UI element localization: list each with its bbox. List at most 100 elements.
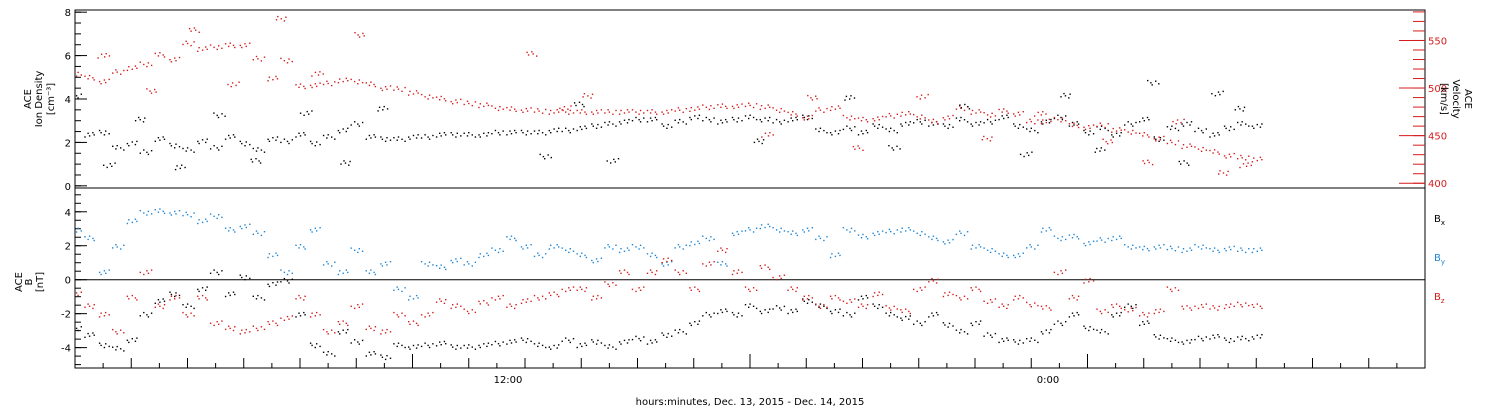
by-point	[604, 247, 606, 249]
bx-point	[491, 344, 493, 346]
ion-density-point	[690, 118, 692, 121]
ion-density-point	[1230, 126, 1232, 128]
bx-point	[1034, 339, 1036, 341]
velocity-point	[1251, 161, 1254, 163]
bx-point	[866, 297, 869, 299]
bx-point	[944, 324, 946, 326]
ion-density-point	[157, 137, 160, 139]
ion-density-point	[550, 132, 552, 134]
bx-point	[1139, 324, 1141, 327]
ion-density-point	[960, 116, 962, 119]
bz-point	[1029, 304, 1031, 306]
ion-density-point	[811, 117, 813, 120]
by-point	[978, 244, 980, 246]
bz-point	[1083, 282, 1085, 284]
ion-density-point	[581, 128, 583, 131]
bz-point	[698, 290, 701, 293]
velocity-point	[108, 78, 110, 81]
bz-point	[1181, 305, 1183, 308]
by-point	[545, 253, 547, 255]
bz-point	[162, 307, 164, 310]
ion-density-point	[439, 132, 441, 134]
bz-point	[474, 311, 477, 314]
ion-density-point	[424, 134, 426, 136]
by-point	[541, 256, 544, 259]
ion-density-point	[1248, 125, 1250, 127]
ion-density-point	[893, 129, 895, 132]
velocity-point	[326, 80, 328, 82]
ion-density-point	[291, 139, 293, 141]
by-point	[1217, 249, 1219, 251]
by-point	[1014, 256, 1016, 259]
by-point	[1111, 239, 1113, 242]
ion-density-point	[275, 139, 277, 141]
bz-point	[909, 312, 911, 315]
ion-density-point	[342, 128, 344, 130]
ion-density-point	[1225, 127, 1227, 130]
ion-density-label-line-2: Ion Density	[34, 71, 45, 128]
bz-point	[1026, 301, 1028, 304]
bz-point	[163, 304, 166, 306]
ion-density-point	[749, 114, 751, 116]
by-point	[105, 272, 107, 274]
velocity-point	[854, 118, 856, 120]
bz-point	[639, 289, 642, 291]
bx-point	[314, 346, 316, 349]
velocity-point	[386, 88, 388, 90]
ion-density-point	[1209, 136, 1211, 138]
by-point	[556, 244, 558, 246]
bz-point	[1022, 297, 1024, 299]
bx-point	[749, 303, 751, 305]
bx-point	[1030, 337, 1032, 339]
velocity-point	[631, 109, 634, 111]
bz-point	[178, 297, 181, 299]
by-point	[450, 259, 452, 262]
by-point	[857, 234, 860, 236]
by-point	[983, 247, 985, 249]
ion-density-point	[556, 130, 558, 133]
ion-density-point	[190, 149, 192, 151]
velocity-scatter--point	[858, 147, 861, 149]
velocity-scatter--point	[362, 32, 364, 35]
velocity-point	[384, 86, 387, 88]
ion-density-point	[303, 132, 305, 134]
ion-density-scatter--point	[1063, 92, 1065, 95]
ion-density-point	[862, 133, 864, 135]
velocity-point	[862, 116, 864, 119]
bx-point	[1068, 316, 1071, 318]
ion-density-point	[1259, 126, 1262, 128]
ion-density-point	[1197, 127, 1200, 129]
bz-point	[502, 294, 504, 297]
velocity-point	[1202, 146, 1204, 149]
velocity-point	[163, 56, 166, 58]
legend-bx: Bx	[1434, 214, 1445, 227]
velocity-scatter--point	[989, 140, 992, 142]
bx-point	[88, 335, 91, 337]
bx-point	[1040, 331, 1043, 333]
velocity-point	[779, 111, 781, 113]
velocity-point	[772, 107, 774, 109]
by-point	[428, 261, 431, 263]
velocity-point	[787, 111, 789, 114]
velocity-point	[506, 106, 508, 109]
ion-density-point	[572, 128, 575, 130]
bx-point	[584, 342, 586, 344]
by-point	[1053, 235, 1056, 237]
bz-point	[983, 300, 985, 302]
bz-point	[396, 314, 398, 316]
velocity-point	[620, 109, 622, 112]
bz-point	[1186, 305, 1188, 307]
bz-point	[365, 328, 367, 331]
by-point	[1166, 248, 1169, 251]
by-point	[115, 244, 117, 246]
ion-density-point	[694, 115, 696, 117]
bz-point	[139, 271, 141, 274]
ion-density-point	[499, 134, 501, 136]
ion-density-point	[803, 116, 805, 119]
bx-point	[1248, 340, 1250, 342]
bz-point	[1148, 312, 1150, 314]
by-point	[576, 253, 578, 255]
velocity-point	[98, 80, 101, 83]
